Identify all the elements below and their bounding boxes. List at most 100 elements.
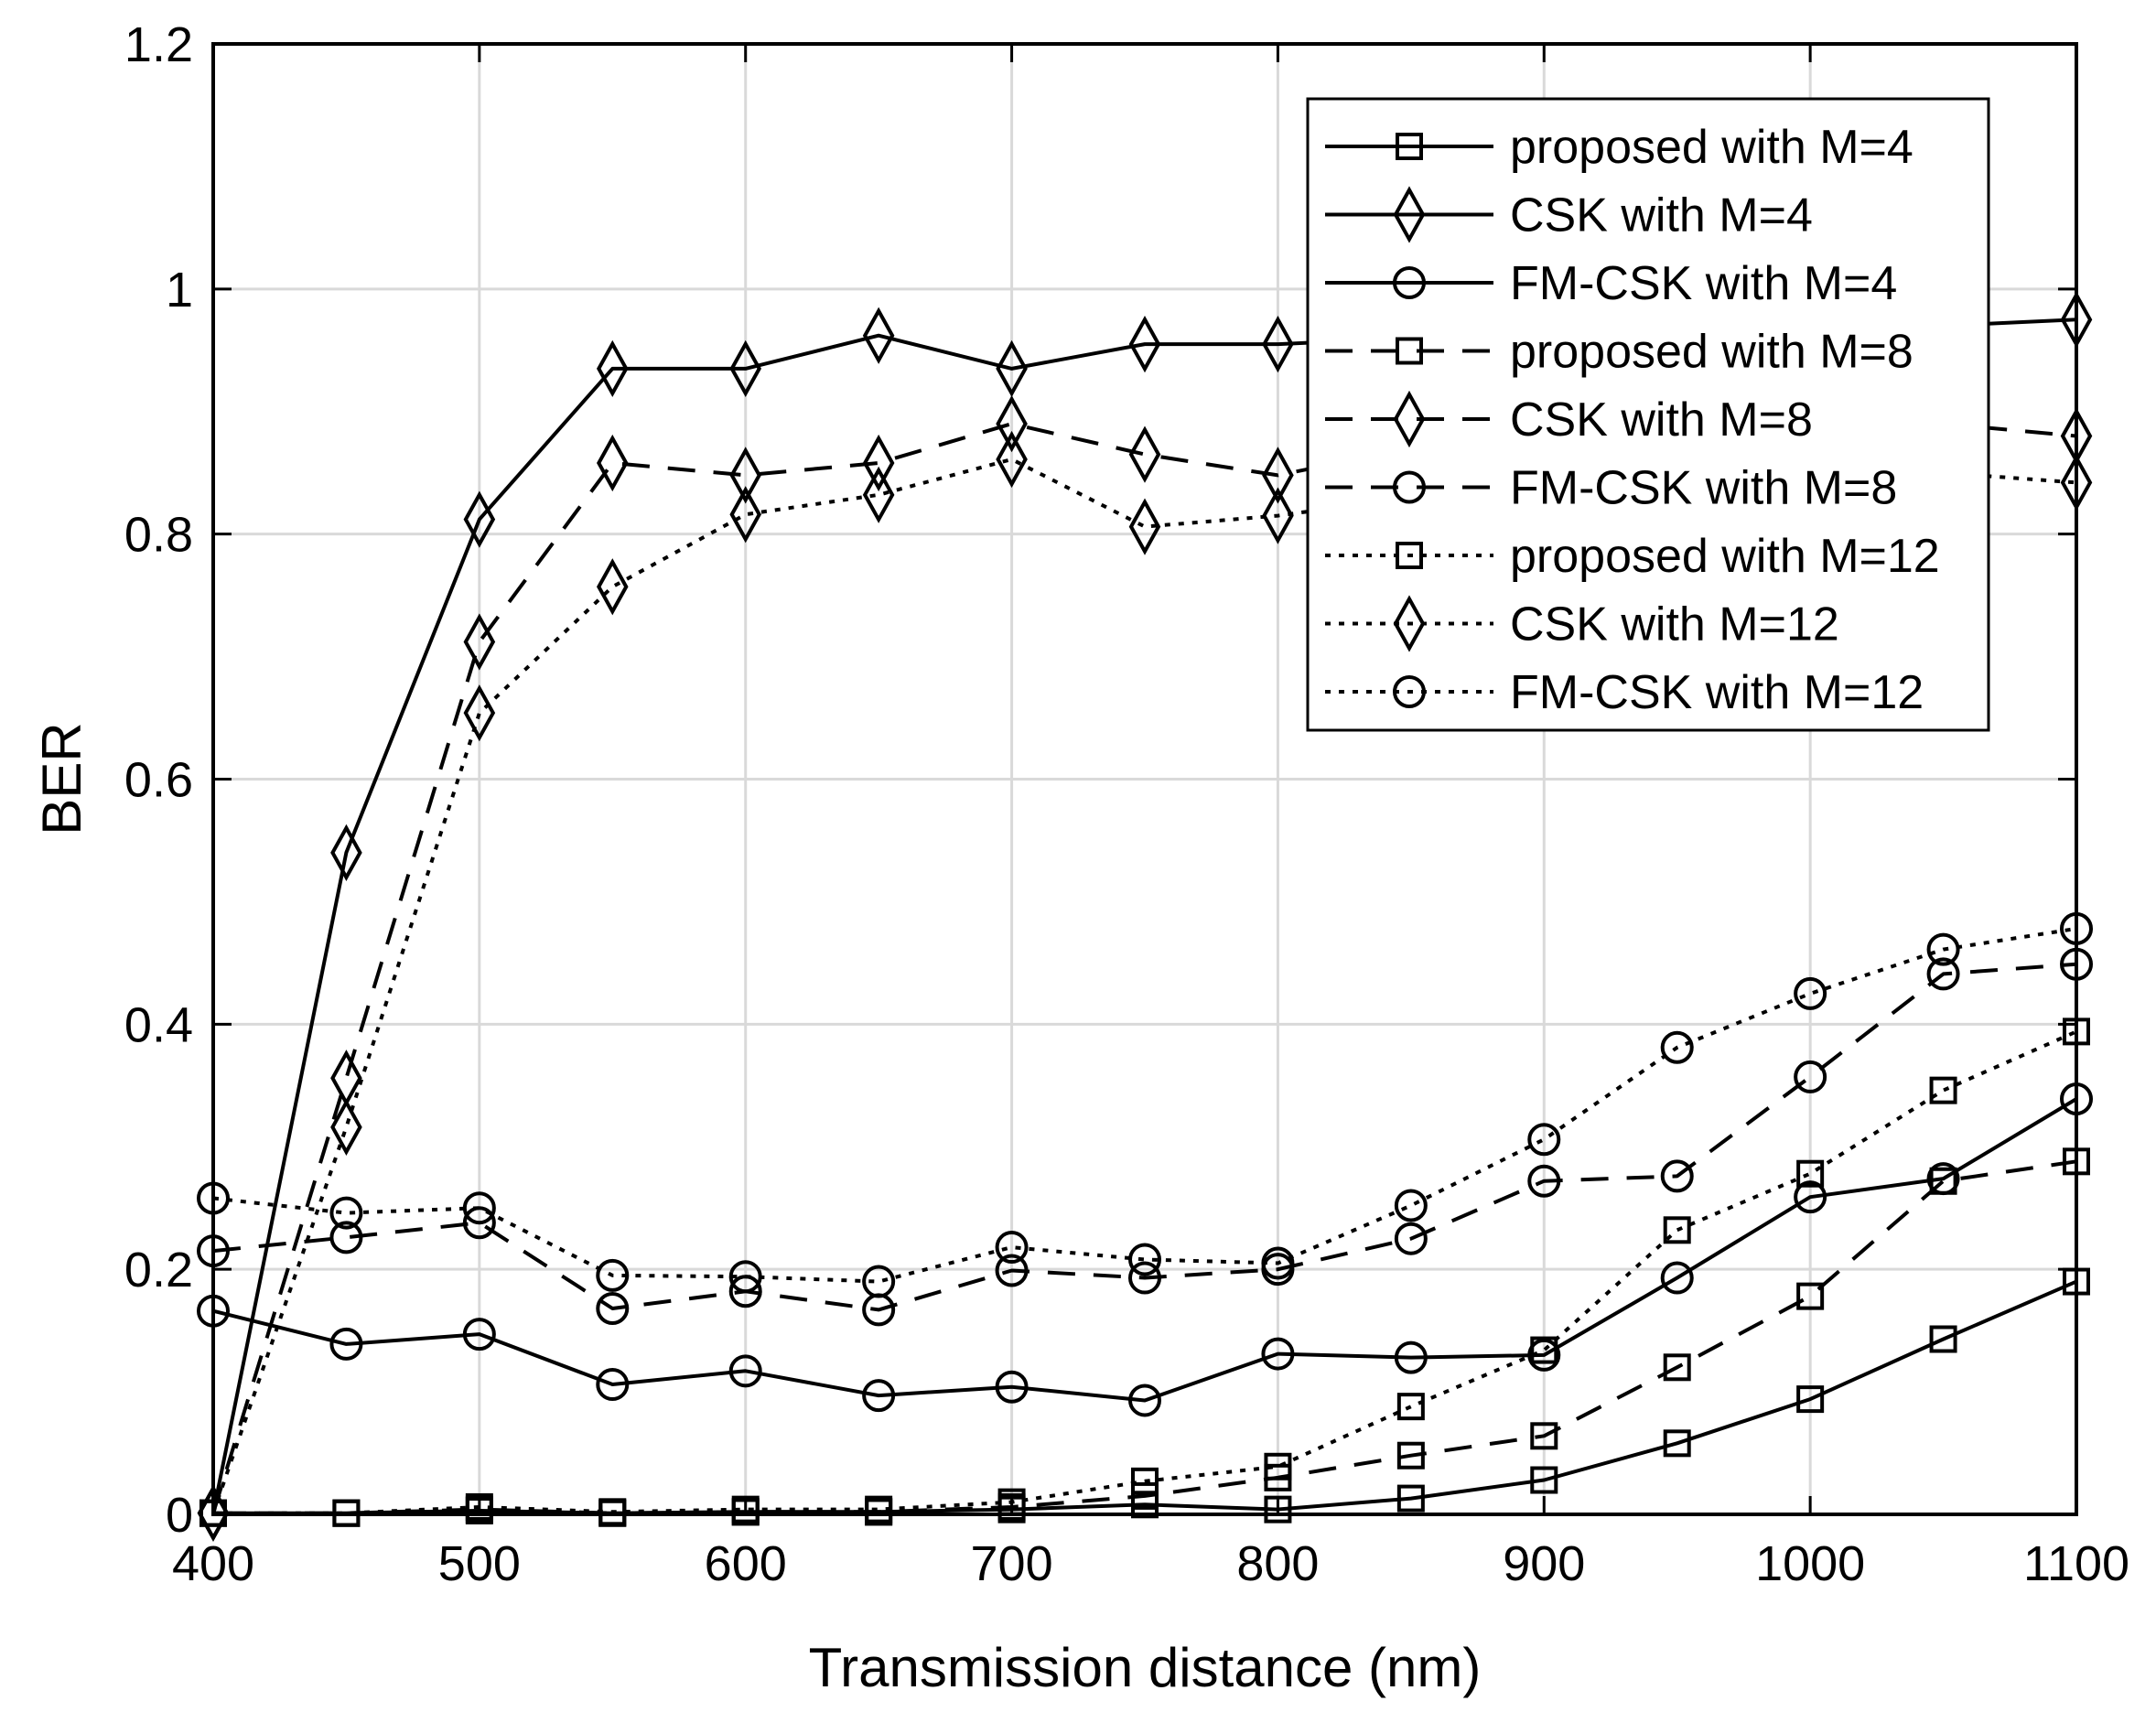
y-tick-label: 0.6 — [124, 753, 193, 808]
series-line — [213, 1159, 2077, 1515]
data-point-square — [598, 1498, 627, 1526]
legend-label: FM-CSK with M=12 — [1510, 666, 1924, 719]
data-point-square — [1929, 1167, 1957, 1195]
data-point-square — [1396, 337, 1423, 365]
data-point-diamond — [1262, 487, 1294, 544]
data-point-square — [1530, 1336, 1558, 1364]
data-point-diamond — [862, 434, 895, 492]
data-point-diamond — [862, 307, 895, 364]
data-point-square — [1796, 1385, 1825, 1414]
data-point-circle — [1794, 976, 1827, 1010]
data-point-circle — [1926, 957, 1960, 991]
legend-entry: proposed with M=8 — [1325, 326, 1913, 379]
data-point-circle — [1393, 675, 1426, 708]
legend-label: proposed with M=12 — [1510, 530, 1940, 583]
series-line — [212, 1097, 2078, 1403]
data-point-circle — [995, 1231, 1029, 1265]
data-point-diamond — [596, 434, 629, 492]
data-point-diamond — [596, 339, 629, 397]
legend-label: CSK with M=4 — [1510, 189, 1813, 242]
x-tick-label: 600 — [705, 1536, 787, 1591]
legend-entry: proposed with M=12 — [1325, 530, 1940, 583]
x-tick-label: 1100 — [2023, 1536, 2129, 1591]
data-point-diamond — [996, 339, 1028, 397]
data-point-square — [1929, 1076, 1957, 1104]
data-point-circle — [1393, 470, 1426, 504]
data-point-square — [1530, 1466, 1558, 1494]
data-point-diamond — [1393, 390, 1426, 448]
data-point-circle — [1660, 1261, 1694, 1295]
data-point-diamond — [596, 558, 629, 616]
data-point-circle — [995, 1254, 1029, 1287]
data-point-square — [1264, 1452, 1292, 1481]
y-tick-label: 1 — [166, 263, 193, 318]
data-point-circle — [862, 1379, 896, 1413]
data-point-circle — [462, 1318, 496, 1351]
legend-label: FM-CSK with M=4 — [1510, 257, 1897, 310]
data-point-diamond — [729, 447, 762, 504]
data-point-square — [1929, 1325, 1957, 1353]
x-tick-label: 500 — [438, 1536, 521, 1591]
series-line — [212, 962, 2077, 1312]
data-point-diamond — [996, 430, 1028, 489]
data-point-circle — [1128, 1384, 1161, 1417]
series-fm-csk-with-m-4 — [197, 1082, 2093, 1417]
x-tick-label: 800 — [1236, 1536, 1319, 1591]
series-line — [213, 1279, 2077, 1515]
legend-label: proposed with M=4 — [1510, 121, 1913, 174]
data-point-circle — [596, 1292, 630, 1326]
x-axis-title: Transmission distance (nm) — [809, 1637, 1482, 1698]
data-point-circle — [1394, 1341, 1428, 1374]
series-csk-with-m-12 — [197, 430, 2093, 1542]
data-point-diamond — [1393, 595, 1426, 652]
data-point-circle — [1394, 1222, 1428, 1255]
series-proposed-with-m-12 — [199, 1018, 2090, 1527]
legend-label: FM-CSK with M=8 — [1510, 462, 1897, 515]
data-point-square — [865, 1495, 893, 1524]
data-point-diamond — [729, 339, 762, 397]
data-point-circle — [1128, 1261, 1161, 1295]
data-point-square — [1530, 1422, 1558, 1450]
legend: proposed with M=4 CSK with M=4 FM-CSK with… — [1306, 97, 1990, 732]
legend-label: CSK with M=12 — [1510, 598, 1839, 651]
data-point-circle — [462, 1206, 496, 1240]
x-tick-label: 900 — [1503, 1536, 1585, 1591]
data-point-diamond — [862, 466, 895, 523]
data-point-circle — [1794, 1060, 1827, 1093]
data-point-circle — [1660, 1030, 1694, 1064]
data-point-diamond — [330, 1098, 362, 1156]
data-point-circle — [1393, 266, 1426, 299]
y-axis-title: BER — [31, 722, 92, 834]
legend-label: CSK with M=8 — [1510, 393, 1813, 447]
data-point-diamond — [1393, 186, 1426, 243]
data-point-square — [1663, 1429, 1691, 1458]
data-point-circle — [1261, 1246, 1295, 1280]
legend-entry: FM-CSK with M=12 — [1325, 666, 1924, 719]
y-tick-label: 0.8 — [124, 508, 193, 563]
data-point-circle — [1926, 932, 1960, 966]
data-point-circle — [329, 1196, 363, 1230]
legend-entry: proposed with M=4 — [1325, 121, 1913, 174]
data-point-circle — [1394, 1189, 1428, 1222]
data-point-circle — [1527, 1164, 1561, 1198]
legend-entry: CSK with M=12 — [1325, 595, 1839, 652]
data-point-square — [1396, 542, 1423, 569]
series-fm-csk-with-m-8 — [197, 947, 2093, 1327]
data-point-circle — [1660, 1159, 1694, 1193]
data-point-square — [1796, 1159, 1825, 1188]
axis-ticks: 400 500 600 700 800 900 1000 1100 0 0.2 0.4 0.6 0.8 1… — [124, 17, 2129, 1591]
x-tick-label: 400 — [172, 1536, 254, 1591]
data-point-circle — [995, 1370, 1029, 1404]
data-point-diamond — [463, 684, 496, 742]
data-point-circle — [1527, 1123, 1561, 1157]
data-point-square — [1131, 1467, 1159, 1495]
data-point-diamond — [463, 490, 496, 548]
legend-entry: FM-CSK with M=4 — [1325, 257, 1897, 310]
data-point-diamond — [197, 1484, 230, 1542]
data-point-circle — [462, 1191, 496, 1225]
data-point-square — [1796, 1282, 1825, 1310]
data-point-diamond — [330, 824, 362, 881]
data-point-square — [1396, 1484, 1425, 1513]
x-tick-label: 1000 — [1755, 1536, 1865, 1591]
